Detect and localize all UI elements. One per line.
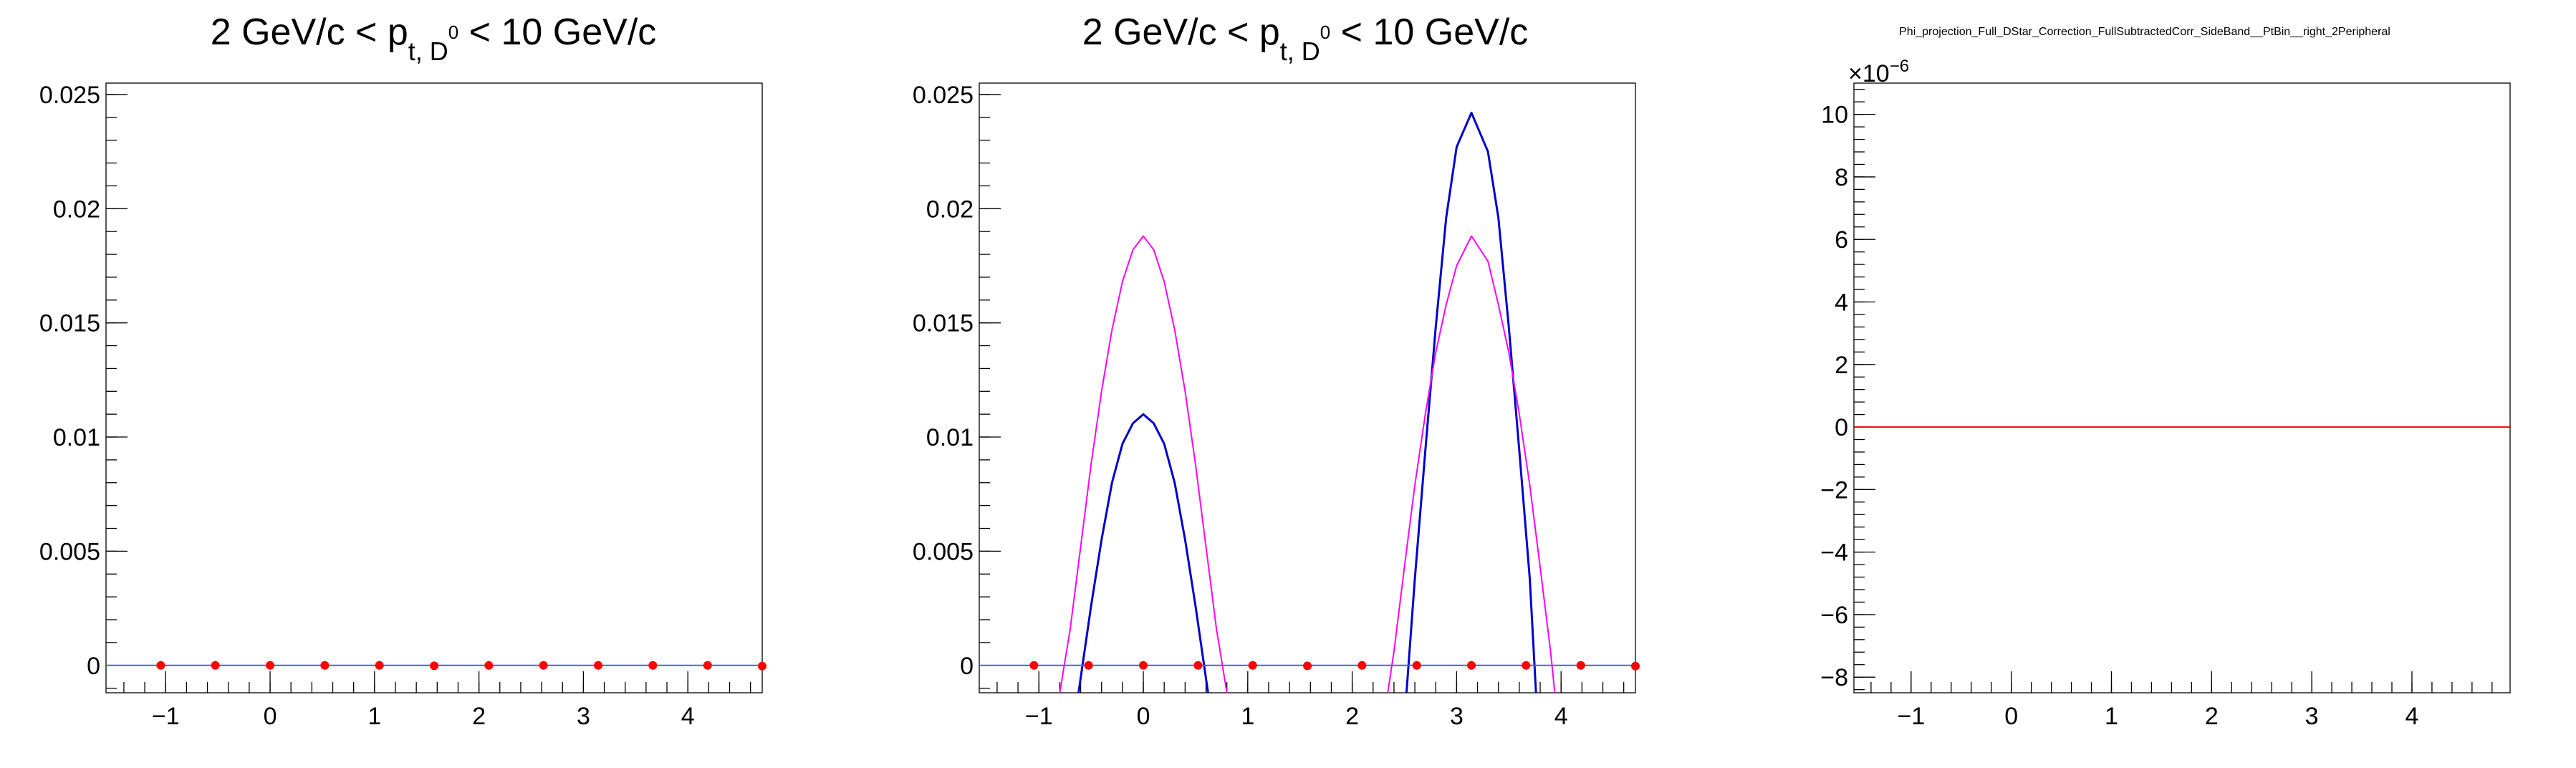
x-tick-label: −1 (1025, 703, 1053, 730)
panel-2-marks (979, 111, 1640, 693)
x-tick-label: 3 (1450, 703, 1464, 730)
y-tick-label: 0 (1835, 414, 1848, 441)
panel-1-title-main: 2 GeV/c < p (211, 11, 408, 53)
data-point (320, 661, 330, 670)
data-point (758, 661, 766, 671)
panel-1-title-tail: < 10 GeV/c (458, 11, 656, 53)
y-tick-label: 0.01 (53, 424, 100, 451)
panel-2-title-sup: 0 (1320, 21, 1330, 43)
y-tick-label: 0 (87, 653, 100, 680)
y-tick-label: 0.005 (39, 538, 100, 565)
y-tick-label: 2 (1835, 352, 1848, 379)
x-tick-label: 3 (2305, 703, 2319, 730)
y-tick-label: 4 (1835, 289, 1848, 316)
x-tick-label: 0 (264, 703, 277, 730)
data-point (1029, 661, 1039, 670)
data-point (1357, 661, 1367, 670)
y-tick-label: 0.015 (913, 310, 974, 337)
panel-1-title-sub: t, D (408, 37, 448, 66)
fit-curve (1387, 235, 1556, 693)
panel-3-title: Phi_projection_Full_DStar_Correction_Ful… (1899, 26, 2390, 38)
panel-3-plot-frame (1853, 82, 2511, 693)
fit-curve (1405, 111, 1537, 693)
fit-curve (1077, 413, 1209, 693)
data-point (375, 661, 384, 670)
y-tick-label: 0.015 (39, 310, 100, 337)
data-point (1139, 661, 1148, 670)
fit-curve (1059, 235, 1228, 693)
data-point (1248, 661, 1257, 670)
panel-1: 2 GeV/c < pt, D0 < 10 GeV/c 00.0050.010.… (39, 11, 766, 730)
data-point (484, 661, 494, 670)
panel-3-multiplier-exp: −6 (1890, 57, 1909, 76)
x-tick-label: 1 (2105, 703, 2118, 730)
panel-3-axes: −8 −6 −4 −2 0 2 4 6 8 10 −1 0 1 2 3 4 (1820, 89, 2493, 730)
panel-2: 2 GeV/c < pt, D0 < 10 GeV/c 00.0050.010.… (913, 11, 1640, 730)
panel-2-title-sub: t, D (1280, 37, 1320, 66)
data-point (1303, 661, 1312, 671)
data-point (430, 661, 439, 671)
y-tick-label: −8 (1820, 664, 1848, 691)
data-point (1467, 661, 1476, 670)
y-tick-label: 6 (1835, 226, 1848, 254)
x-tick-label: 4 (1554, 703, 1568, 730)
data-point (1084, 661, 1093, 670)
x-tick-label: 3 (577, 703, 590, 730)
x-tick-label: 2 (1345, 703, 1359, 730)
panel-2-axes: 0 0.005 0.01 0.015 0.02 0.025 −1 0 1 2 3 4 (913, 82, 1625, 730)
y-tick-label: 10 (1821, 102, 1848, 129)
panel-1-plot-frame (105, 82, 763, 693)
data-point (1412, 661, 1421, 670)
x-tick-label: 2 (2205, 703, 2219, 730)
data-point (594, 661, 603, 670)
panel-2-plot-frame (979, 82, 1636, 693)
x-tick-label: 0 (2004, 703, 2018, 730)
x-tick-label: 0 (1137, 703, 1150, 730)
panel-2-title-tail: < 10 GeV/c (1330, 11, 1528, 53)
data-point (1576, 661, 1585, 670)
y-tick-label: 0.02 (926, 196, 974, 223)
data-point (266, 661, 275, 670)
y-tick-label: −4 (1820, 539, 1848, 567)
y-tick-label: 0.005 (913, 538, 974, 565)
panel-1-title: 2 GeV/c < pt, D0 < 10 GeV/c (211, 11, 657, 66)
y-tick-label: −6 (1820, 602, 1848, 629)
y-tick-label: 0.01 (926, 424, 974, 451)
x-tick-label: 1 (367, 703, 381, 730)
data-point (539, 661, 548, 670)
x-tick-label: −1 (1897, 703, 1925, 730)
data-point (1522, 661, 1531, 670)
data-point (156, 661, 165, 670)
panel-1-axes: 0 0.005 0.01 0.015 0.02 0.025 −1 0 1 2 3 4 (39, 82, 751, 730)
x-tick-label: 4 (681, 703, 695, 730)
data-point (1193, 661, 1203, 670)
data-point (211, 661, 220, 670)
x-tick-label: 1 (1241, 703, 1254, 730)
panel-1-marks (106, 661, 766, 671)
data-point (648, 661, 658, 670)
y-tick-label: 0.02 (53, 196, 100, 223)
panel-2-title-main: 2 GeV/c < p (1082, 11, 1280, 53)
panel-2-title: 2 GeV/c < pt, D0 < 10 GeV/c (1082, 11, 1529, 66)
y-tick-label: 0.025 (913, 82, 974, 109)
y-tick-label: 0.025 (39, 82, 100, 109)
x-tick-label: 4 (2406, 703, 2419, 730)
x-tick-label: 2 (472, 703, 486, 730)
panel-1-title-sup: 0 (448, 21, 458, 43)
data-point (1631, 661, 1640, 671)
panel-3: Phi_projection_Full_DStar_Correction_Ful… (1820, 26, 2511, 730)
data-point (703, 661, 712, 670)
y-tick-label: −2 (1820, 476, 1848, 504)
y-tick-label: 0 (960, 653, 974, 680)
x-tick-label: −1 (152, 703, 180, 730)
y-tick-label: 8 (1835, 164, 1848, 191)
